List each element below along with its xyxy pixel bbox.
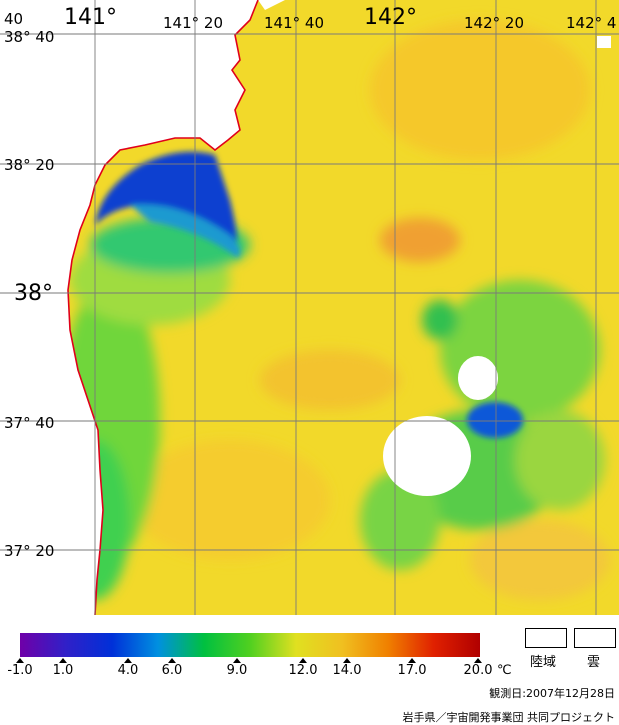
temperature-unit: ℃: [497, 663, 512, 678]
tick-label: 14.0: [332, 663, 362, 678]
tick-label: 4.0: [117, 663, 139, 678]
coastline: [67, 0, 259, 615]
lon-label-141-20: 141° 20: [163, 14, 223, 32]
cloud-label: 雲: [587, 655, 601, 670]
cold-water-bay: [95, 151, 523, 438]
land-mass: [0, 0, 258, 615]
tick-label: 1.0: [52, 663, 74, 678]
temperature-colorbar: [20, 633, 480, 657]
tick-label: 17.0: [397, 663, 427, 678]
observation-date: 観測日:2007年12月28日: [489, 687, 615, 700]
lon-label-141-40: 141° 40: [264, 14, 324, 32]
lat-label-37-40: 37° 40: [4, 414, 54, 432]
lon-label-141: 141°: [64, 5, 117, 30]
tick-label: 20.0: [463, 663, 493, 678]
tick-label: -1.0: [7, 663, 33, 678]
lon-label-142-40: 142° 4: [566, 14, 616, 32]
lon-label-142-20: 142° 20: [464, 14, 524, 32]
lat-label-38-40: 38° 40: [4, 28, 54, 46]
cloud-large: [383, 416, 471, 496]
cloud-small: [458, 356, 498, 400]
lon-label-142: 142°: [364, 5, 417, 30]
tick-label: 6.0: [161, 663, 183, 678]
lat-label-37-20: 37° 20: [4, 542, 54, 560]
tick-label: 12.0: [288, 663, 318, 678]
sea-surface-temperature-map: 40 141° 141° 20 141° 40 142° 142° 20 142…: [0, 0, 619, 615]
tick-label: 9.0: [226, 663, 248, 678]
lat-label-38: 38°: [14, 281, 53, 306]
lat-label-38-20: 38° 20: [4, 156, 54, 174]
credit-text: 岩手県／宇宙開発事業団 共同プロジェクト: [402, 711, 616, 724]
cloud-swatch: [574, 628, 616, 648]
legend: -1.0 1.0 4.0 6.0 9.0 12.0 14.0 17.0 20.0…: [0, 615, 619, 725]
land-swatch: [525, 628, 567, 648]
cloud-speck: [597, 36, 611, 48]
grid-labels: 40 141° 141° 20 141° 40 142° 142° 20 142…: [4, 5, 616, 560]
land-mass-northeast: [258, 0, 285, 10]
corner-label: 40: [4, 10, 23, 28]
coordinate-grid: [0, 0, 619, 615]
land-label: 陸域: [530, 655, 557, 670]
